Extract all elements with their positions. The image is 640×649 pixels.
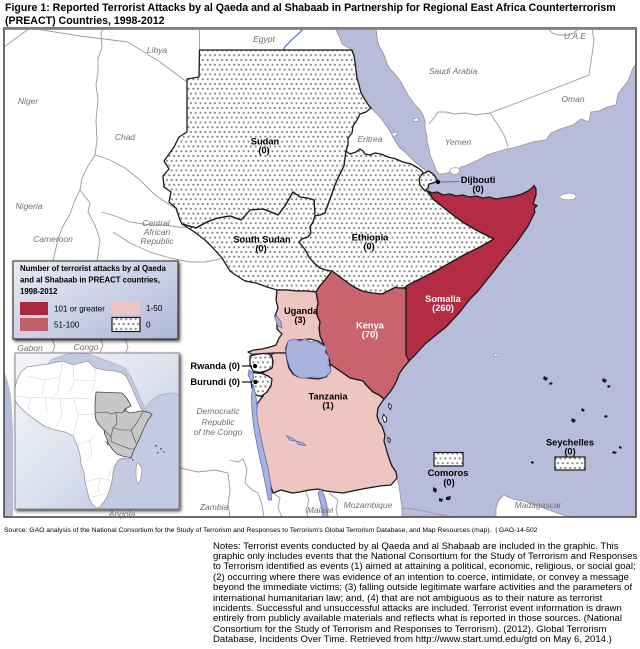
svg-text:Sudan: Sudan: [251, 137, 280, 147]
svg-text:(3): (3): [294, 315, 305, 325]
svg-text:Somalia: Somalia: [425, 294, 461, 304]
svg-text:African: African: [143, 227, 171, 237]
svg-text:1-50: 1-50: [146, 304, 163, 313]
svg-text:(0): (0): [258, 146, 269, 156]
svg-text:(0): (0): [443, 478, 454, 488]
svg-text:0: 0: [146, 321, 151, 330]
svg-text:(1): (1): [322, 401, 333, 411]
svg-text:Chad: Chad: [115, 132, 136, 142]
svg-text:Yemen: Yemen: [445, 137, 472, 147]
svg-text:Comoros: Comoros: [428, 468, 469, 478]
svg-text:Dijbouti: Dijbouti: [461, 175, 496, 185]
svg-text:(260): (260): [432, 303, 454, 313]
svg-text:Congo: Congo: [73, 342, 98, 352]
svg-text:Tanzania: Tanzania: [308, 392, 348, 402]
svg-text:Malawi: Malawi: [307, 505, 335, 515]
svg-text:Gabon: Gabon: [17, 343, 43, 353]
svg-text:Kenya: Kenya: [356, 321, 385, 331]
svg-text:Ethiopia: Ethiopia: [352, 233, 389, 243]
svg-text:Burundi (0): Burundi (0): [190, 377, 240, 387]
svg-text:(0): (0): [255, 244, 266, 254]
svg-text:of the Congo: of the Congo: [194, 427, 243, 437]
svg-text:Seychelles: Seychelles: [546, 438, 594, 448]
svg-text:(0): (0): [564, 447, 575, 457]
svg-text:Democratic: Democratic: [197, 406, 241, 416]
svg-text:Angola: Angola: [108, 509, 136, 519]
svg-text:Republic: Republic: [201, 417, 235, 427]
svg-text:Republic: Republic: [140, 236, 174, 246]
svg-text:Mozambique: Mozambique: [344, 500, 393, 510]
svg-text:(70): (70): [362, 330, 379, 340]
svg-text:South Sudan: South Sudan: [233, 235, 291, 245]
svg-text:Egypt: Egypt: [253, 34, 275, 44]
svg-text:Madagascar: Madagascar: [515, 500, 563, 510]
svg-text:Saudi Arabia: Saudi Arabia: [429, 66, 478, 76]
svg-text:101 or greater: 101 or greater: [54, 305, 105, 314]
svg-text:Zambia: Zambia: [199, 502, 229, 512]
svg-text:Niger: Niger: [18, 96, 39, 106]
svg-text:Eritrea: Eritrea: [357, 134, 382, 144]
svg-text:Rwanda (0): Rwanda (0): [190, 361, 240, 371]
svg-text:Central: Central: [142, 218, 171, 228]
svg-text:and al Shabaab in PREACT count: and al Shabaab in PREACT countries,: [20, 276, 160, 285]
svg-text:1998-2012: 1998-2012: [20, 287, 58, 296]
svg-text:(0): (0): [472, 184, 483, 194]
svg-text:Cameroon: Cameroon: [33, 234, 73, 244]
svg-text:Uganda: Uganda: [284, 306, 319, 316]
svg-text:(0): (0): [363, 242, 374, 252]
svg-text:Oman: Oman: [561, 94, 584, 104]
svg-text:Nigeria: Nigeria: [16, 201, 43, 211]
svg-text:Number of terrorist attacks by: Number of terrorist attacks by al Qaeda: [20, 264, 166, 273]
svg-text:Libya: Libya: [147, 45, 168, 55]
svg-text:U.A.E: U.A.E: [564, 31, 587, 41]
svg-text:51-100: 51-100: [54, 321, 80, 330]
